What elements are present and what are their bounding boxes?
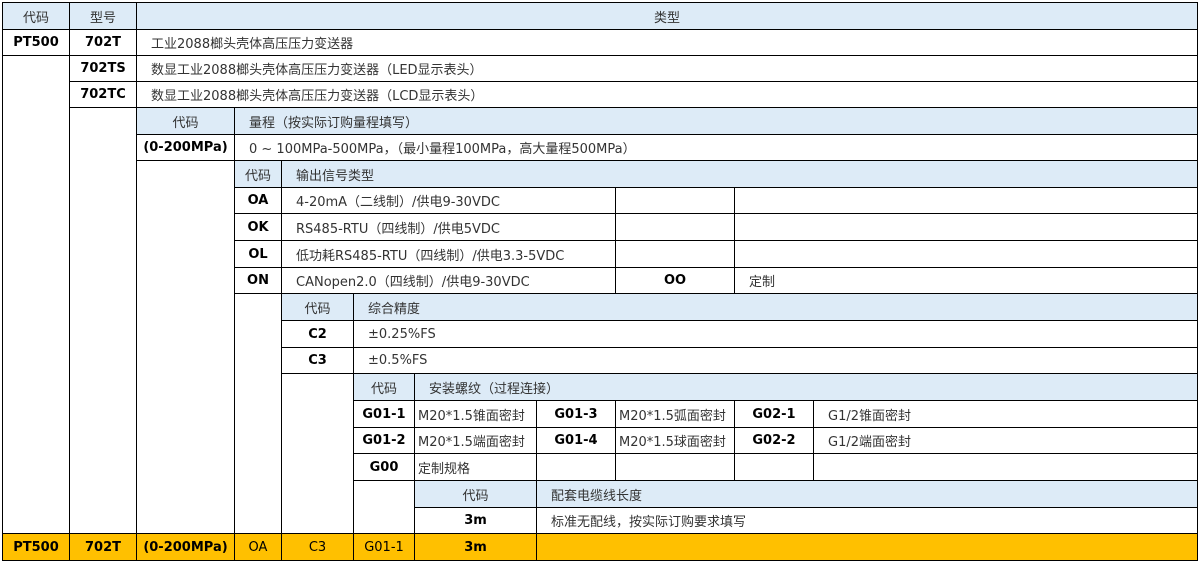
range-code: (0-200MPa) bbox=[136, 134, 235, 161]
empty-cell bbox=[281, 373, 354, 534]
cable-desc: 标准无配线，按实际订购要求填写 bbox=[536, 507, 1198, 534]
header-code: 代码 bbox=[2, 2, 70, 30]
model-desc: 数显工业2088榔头壳体高压压力变送器（LED显示表头） bbox=[136, 55, 1198, 82]
thread-code: G02-2 bbox=[734, 427, 814, 454]
empty-cell bbox=[615, 453, 735, 481]
thread-desc: M20*1.5端面密封 bbox=[414, 427, 537, 454]
empty-cell bbox=[734, 213, 1198, 241]
cable-title: 配套电缆线长度 bbox=[536, 480, 1198, 508]
empty-cell bbox=[536, 453, 616, 481]
accuracy-code: C3 bbox=[281, 347, 354, 374]
example-cable: 3m bbox=[414, 533, 537, 561]
empty-cell bbox=[734, 453, 814, 481]
thread-code: G01-1 bbox=[353, 400, 415, 428]
output-code: OK bbox=[234, 213, 282, 241]
output-desc: 低功耗RS485-RTU（四线制）/供电3.3-5VDC bbox=[281, 240, 616, 268]
example-empty bbox=[536, 533, 1198, 561]
empty-cell bbox=[234, 293, 282, 534]
range-code-header: 代码 bbox=[136, 107, 235, 135]
empty-cell bbox=[813, 453, 1198, 481]
empty-cell bbox=[69, 107, 137, 534]
series-code: PT500 bbox=[2, 29, 70, 56]
thread-code: G02-1 bbox=[734, 400, 814, 428]
output-desc: 定制 bbox=[734, 267, 1198, 294]
empty-cell bbox=[734, 240, 1198, 268]
empty-cell bbox=[353, 480, 415, 534]
empty-cell bbox=[615, 187, 735, 214]
example-range: (0-200MPa) bbox=[136, 533, 235, 561]
accuracy-code-header: 代码 bbox=[281, 293, 354, 321]
output-desc: RS485-RTU（四线制）/供电5VDC bbox=[281, 213, 616, 241]
output-title: 输出信号类型 bbox=[281, 160, 1198, 188]
empty-cell bbox=[2, 55, 70, 534]
thread-desc: G1/2锥面密封 bbox=[813, 400, 1198, 428]
example-thread: G01-1 bbox=[353, 533, 415, 561]
thread-desc: M20*1.5球面密封 bbox=[615, 427, 735, 454]
output-code-header: 代码 bbox=[234, 160, 282, 188]
thread-desc: M20*1.5弧面密封 bbox=[615, 400, 735, 428]
thread-code: G01-2 bbox=[353, 427, 415, 454]
thread-title: 安装螺纹（过程连接） bbox=[414, 373, 1198, 401]
example-model: 702T bbox=[69, 533, 137, 561]
thread-code: G01-3 bbox=[536, 400, 616, 428]
accuracy-title: 综合精度 bbox=[353, 293, 1198, 321]
cable-code: 3m bbox=[414, 507, 537, 534]
output-code: OA bbox=[234, 187, 282, 214]
accuracy-desc: ±0.25%FS bbox=[353, 320, 1198, 348]
thread-desc: G1/2端面密封 bbox=[813, 427, 1198, 454]
thread-code-header: 代码 bbox=[353, 373, 415, 401]
output-code: OO bbox=[615, 267, 735, 294]
cable-code-header: 代码 bbox=[414, 480, 537, 508]
empty-cell bbox=[136, 160, 235, 534]
thread-desc: M20*1.5锥面密封 bbox=[414, 400, 537, 428]
output-desc: 4-20mA（二线制）/供电9-30VDC bbox=[281, 187, 616, 214]
empty-cell bbox=[734, 187, 1198, 214]
output-desc: CANopen2.0（四线制）/供电9-30VDC bbox=[281, 267, 616, 294]
header-model: 型号 bbox=[69, 2, 137, 30]
accuracy-desc: ±0.5%FS bbox=[353, 347, 1198, 374]
range-title: 量程（按实际订购量程填写） bbox=[234, 107, 1198, 135]
model-code: 702T bbox=[69, 29, 137, 56]
example-series: PT500 bbox=[2, 533, 70, 561]
model-desc: 工业2088榔头壳体高压压力变送器 bbox=[136, 29, 1198, 56]
thread-desc: 定制规格 bbox=[414, 453, 537, 481]
output-code: OL bbox=[234, 240, 282, 268]
empty-cell bbox=[615, 240, 735, 268]
output-code: ON bbox=[234, 267, 282, 294]
model-desc: 数显工业2088榔头壳体高压压力变送器（LCD显示表头） bbox=[136, 81, 1198, 108]
example-output: OA bbox=[234, 533, 282, 561]
thread-code: G00 bbox=[353, 453, 415, 481]
thread-code: G01-4 bbox=[536, 427, 616, 454]
example-accuracy: C3 bbox=[281, 533, 354, 561]
model-code: 702TS bbox=[69, 55, 137, 82]
header-type: 类型 bbox=[136, 2, 1198, 30]
accuracy-code: C2 bbox=[281, 320, 354, 348]
range-desc: 0 ~ 100MPa-500MPa，（最小量程100MPa，高大量程500MPa… bbox=[234, 134, 1198, 161]
model-code: 702TC bbox=[69, 81, 137, 108]
empty-cell bbox=[615, 213, 735, 241]
